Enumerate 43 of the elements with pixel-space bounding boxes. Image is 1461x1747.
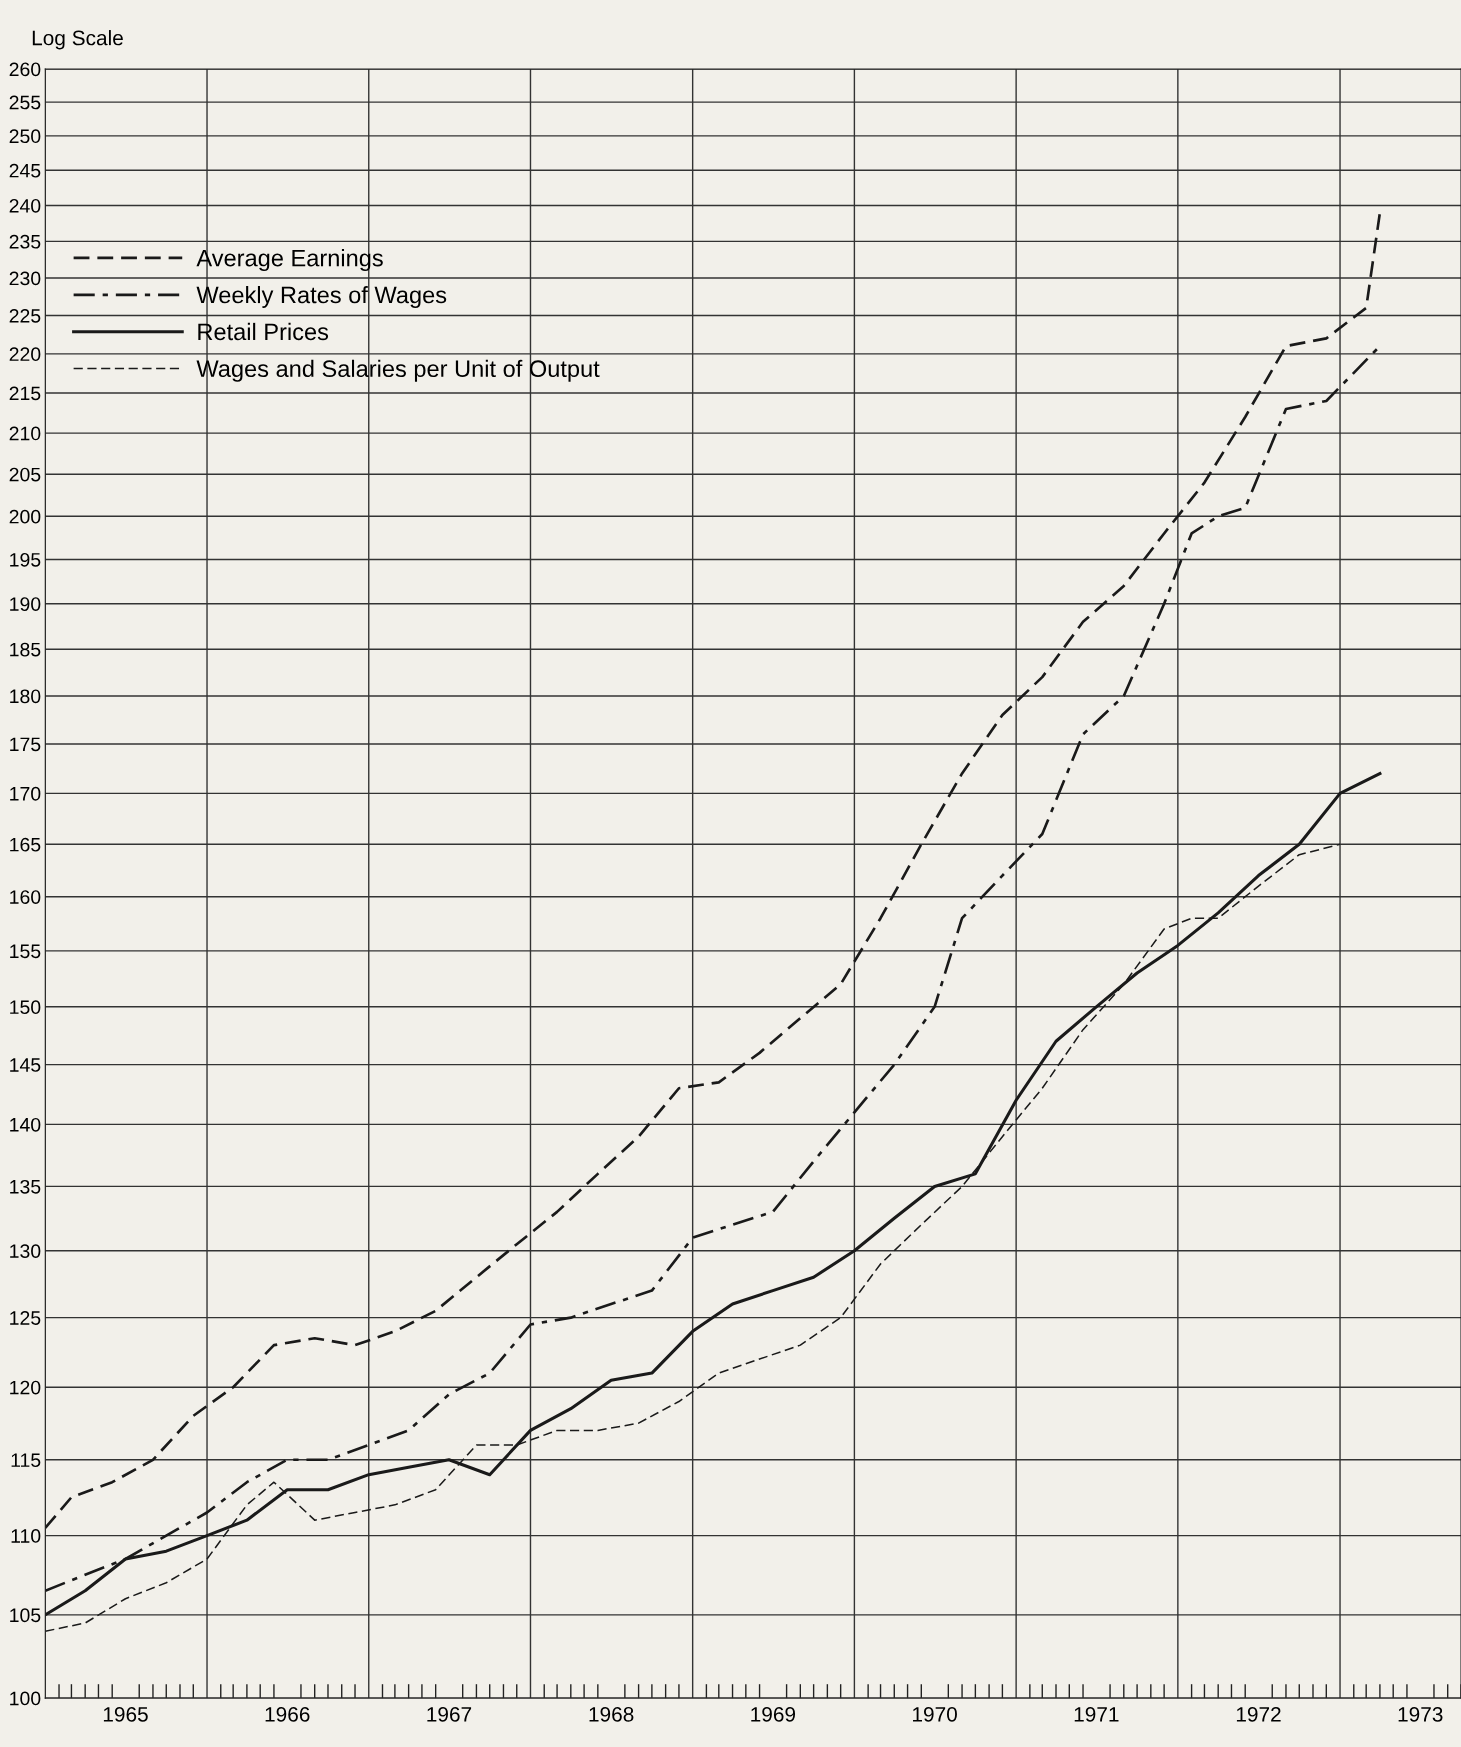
x-tick-label: 1967 [427,1706,472,1722]
y-tick-label: 205 [9,467,41,482]
x-tick-label: 1969 [751,1706,796,1722]
y-tick-label: 125 [10,1311,41,1325]
y-tick-label: 150 [10,1000,41,1015]
y-tick-label: 250 [9,129,41,144]
y-tick-label: 140 [10,1117,41,1132]
y-tick-label: 185 [10,642,41,657]
y-tick-label: 220 [9,347,41,362]
y-tick-label: 160 [10,890,41,904]
x-tick-label: 1973 [1398,1706,1443,1722]
y-tick-label: 100 [10,1691,41,1706]
y-tick-label: 235 [9,234,41,249]
y-tick-label: 120 [10,1380,41,1395]
y-tick-label: 155 [10,944,41,959]
y-tick-label: 165 [10,837,41,852]
y-tick-label: 210 [9,426,41,441]
y-tick-label: 260 [9,62,41,77]
y-tick-label: 190 [10,597,41,612]
y-tick-label: 145 [10,1058,41,1072]
y-tick-label: 170 [10,786,41,801]
x-tick-label: 1970 [913,1706,957,1722]
x-tick-label: 1971 [1074,1706,1119,1722]
x-tick-label: 1972 [1236,1706,1281,1722]
y-tick-label: 180 [10,689,41,704]
y-tick-label: 105 [10,1608,41,1623]
y-tick-label: 245 [9,163,41,178]
y-tick-label: 115 [11,1453,41,1468]
y-tick-label: 215 [9,386,41,401]
y-tick-label: 135 [10,1179,41,1194]
x-tick-label: 1965 [103,1706,148,1722]
y-tick-label: 255 [9,95,41,110]
y-tick-label: 110 [11,1529,41,1543]
x-tick-label: 1966 [265,1706,310,1722]
y-tick-label: 230 [9,271,41,286]
y-tick-label: 175 [10,737,41,752]
y-tick-label: 200 [9,509,41,524]
y-tick-label: 225 [9,308,41,323]
x-tick-label: 1968 [589,1706,634,1722]
y-tick-label: 240 [9,198,41,213]
y-axis-title: Log Scale [32,30,123,50]
y-tick-label: 130 [10,1244,41,1259]
y-tick-label: 195 [10,552,41,567]
